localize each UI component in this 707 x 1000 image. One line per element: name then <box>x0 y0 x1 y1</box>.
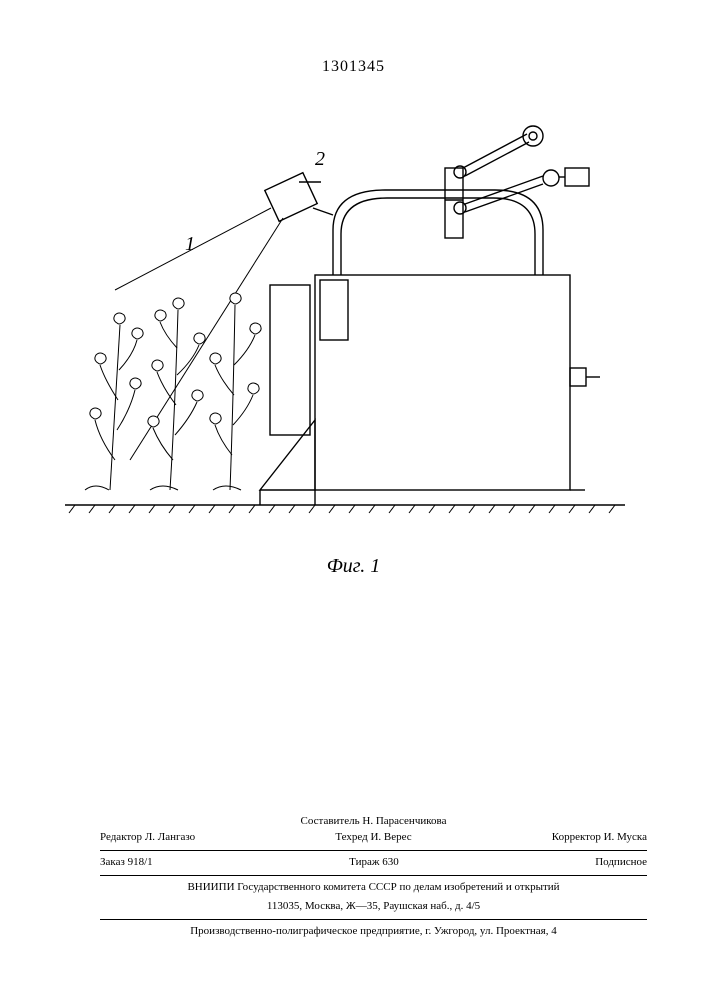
compiler-label: Составитель <box>301 815 360 827</box>
order-label: Заказ <box>100 856 125 868</box>
figure-label-1: 1 <box>185 233 195 255</box>
figure-caption: Фиг. 1 <box>0 555 707 578</box>
printer-line: Производственно-полиграфическое предприя… <box>100 924 647 940</box>
printrun-label: Тираж <box>349 856 379 868</box>
compiler-name: Н. Парасенчикова <box>362 815 446 827</box>
footer-divider <box>100 850 647 851</box>
document-number: 1301345 <box>0 58 707 76</box>
footer-block: Составитель Н. Парасенчикова Редактор Л.… <box>100 811 647 940</box>
org-line-2: 113035, Москва, Ж—35, Раушская наб., д. … <box>100 899 647 915</box>
figure-1: 1 2 <box>65 110 625 550</box>
footer-divider-3 <box>100 919 647 920</box>
corrector-name: И. Муска <box>604 831 647 843</box>
footer-divider-2 <box>100 875 647 876</box>
order-number: 918/1 <box>128 856 153 868</box>
corrector-label: Корректор <box>552 831 601 843</box>
techred-label: Техред <box>335 831 367 843</box>
figure-label-2: 2 <box>315 148 325 170</box>
printrun-value: 630 <box>382 856 399 868</box>
org-line-1: ВНИИПИ Государственного комитета СССР по… <box>100 880 647 896</box>
subscription: Подписное <box>595 855 647 871</box>
techred-name: И. Верес <box>370 831 411 843</box>
editor-label: Редактор <box>100 831 142 843</box>
editor-name: Л. Лангазо <box>145 831 195 843</box>
